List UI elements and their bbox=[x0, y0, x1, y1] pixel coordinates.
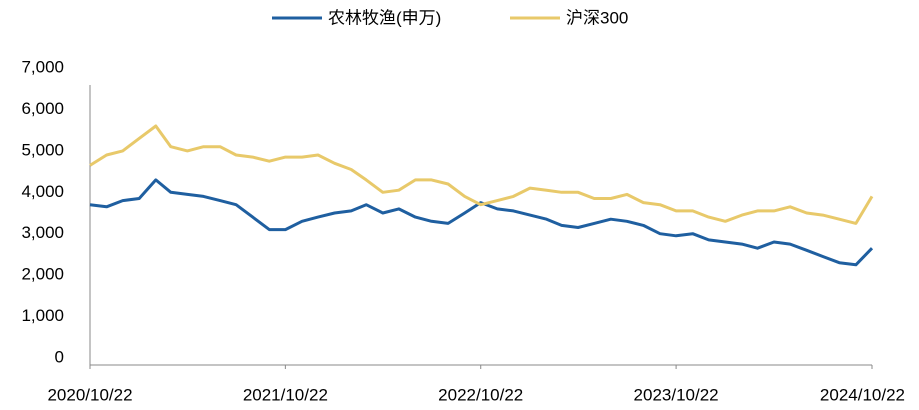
y-tick-label: 2,000 bbox=[21, 265, 64, 284]
y-tick-label: 7,000 bbox=[21, 57, 64, 76]
y-tick-label: 1,000 bbox=[21, 306, 64, 325]
y-tick-label: 6,000 bbox=[21, 99, 64, 118]
x-tick-label: 2020/10/22 bbox=[47, 385, 132, 404]
y-tick-label: 3,000 bbox=[21, 223, 64, 242]
y-tick-label: 5,000 bbox=[21, 140, 64, 159]
legend-label: 沪深300 bbox=[566, 8, 628, 27]
y-tick-label: 4,000 bbox=[21, 182, 64, 201]
x-tick-label: 2021/10/22 bbox=[243, 385, 328, 404]
series-line bbox=[89, 124, 874, 225]
x-tick-label: 2024/10/22 bbox=[820, 385, 905, 404]
x-tick-label: 2022/10/22 bbox=[438, 385, 523, 404]
x-tick-label: 2023/10/22 bbox=[634, 385, 719, 404]
y-tick-label: 0 bbox=[55, 347, 64, 366]
series-line bbox=[89, 178, 874, 267]
legend-label: 农林牧渔(申万) bbox=[328, 8, 441, 27]
